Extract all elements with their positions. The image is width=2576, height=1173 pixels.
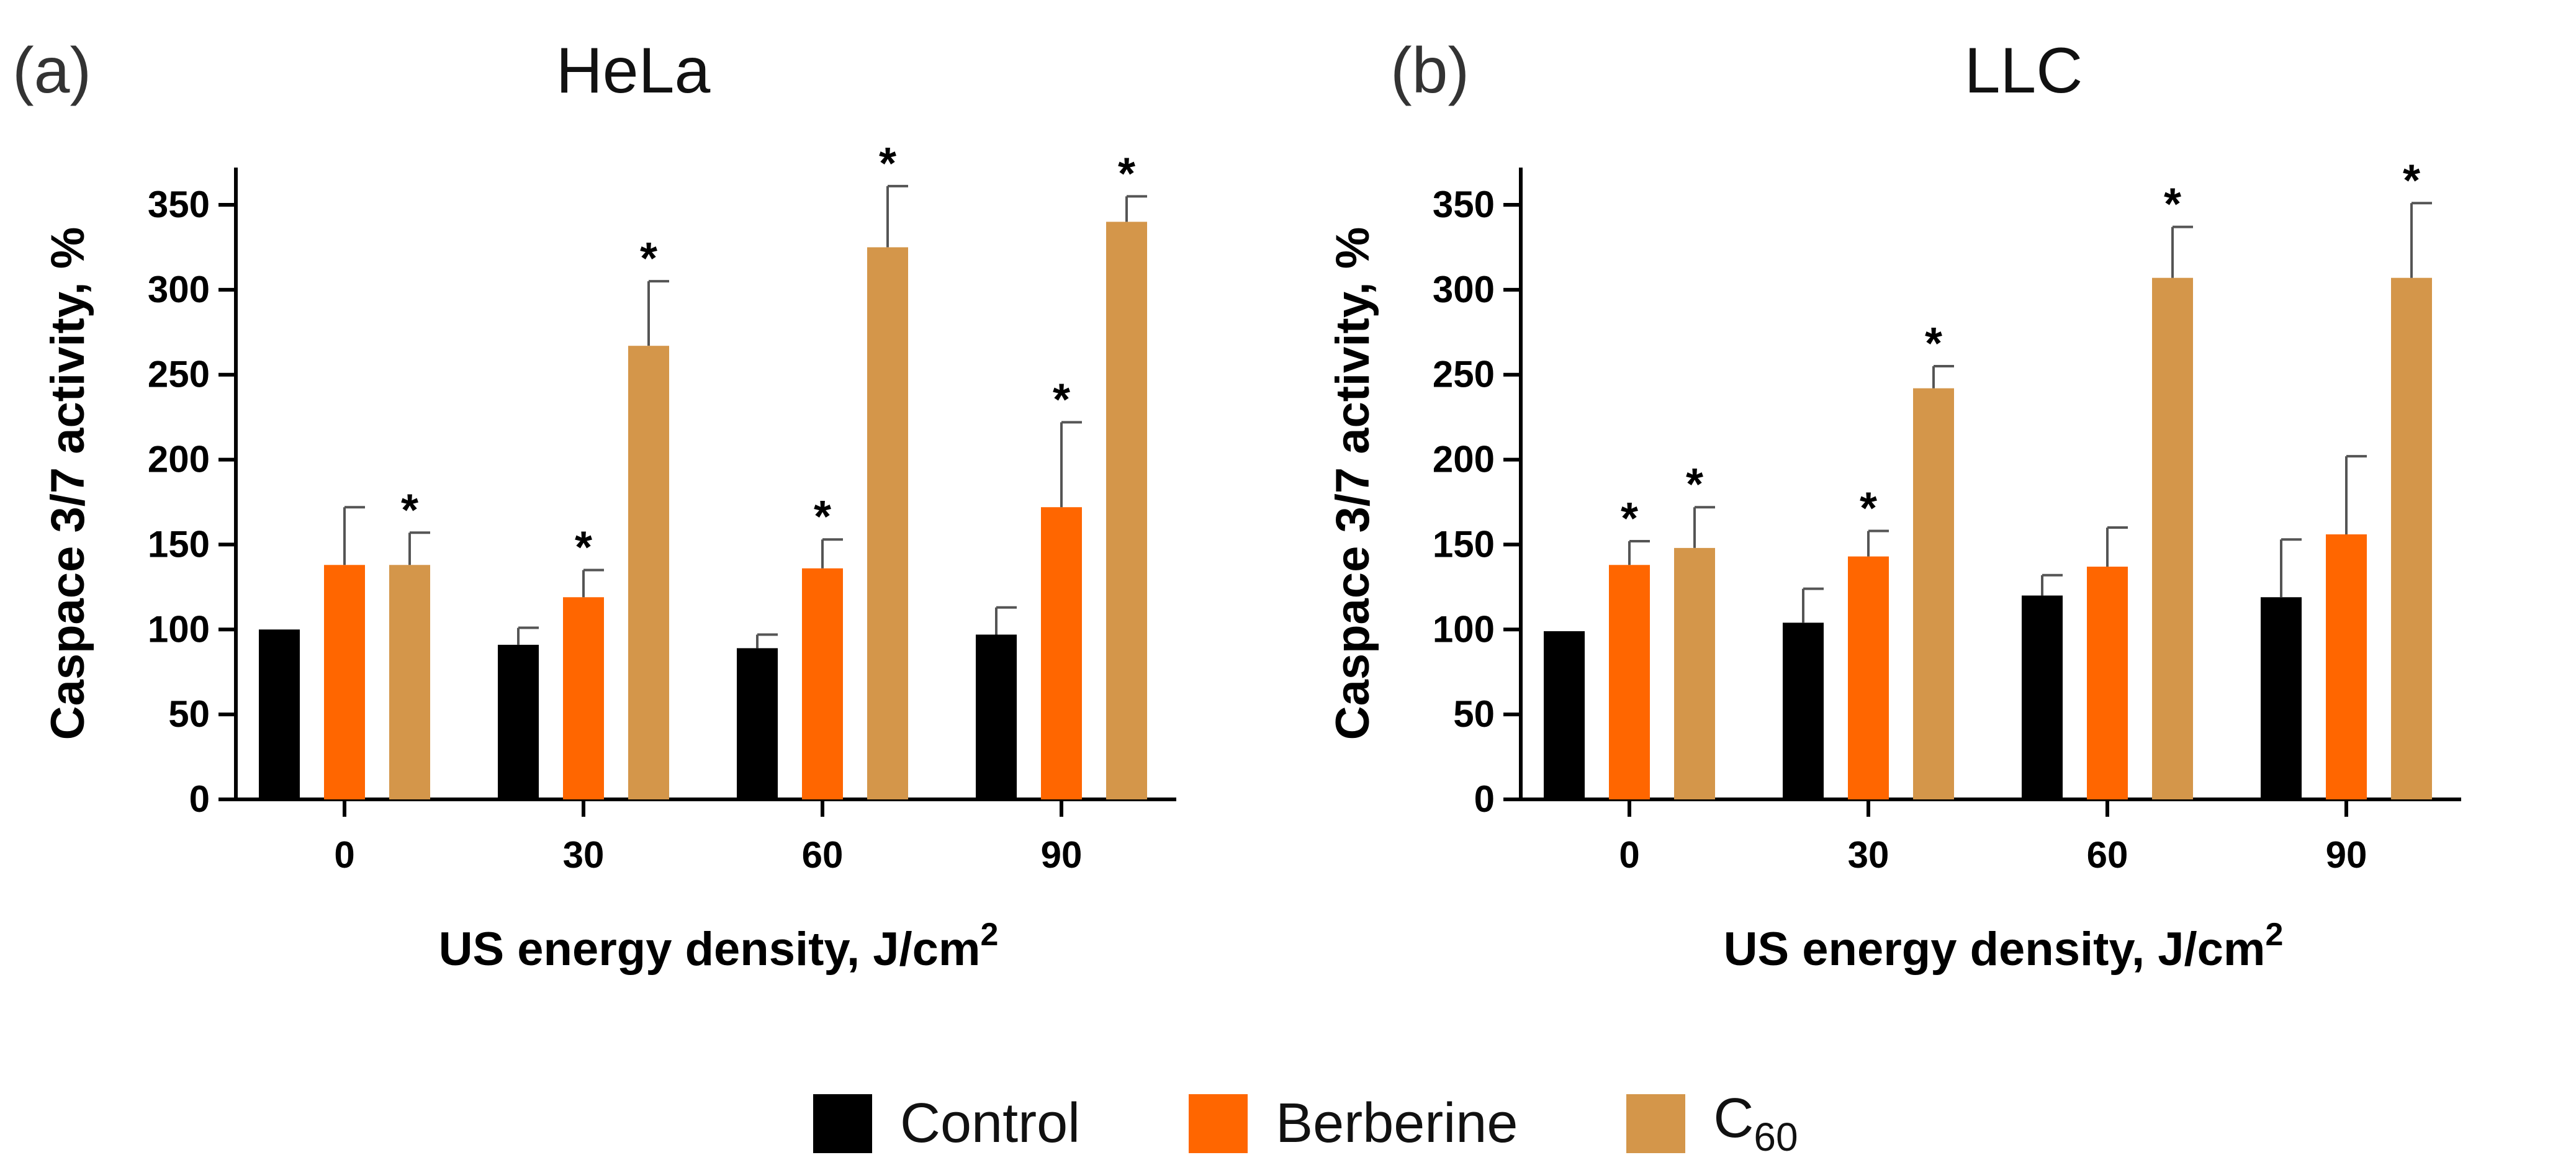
bar-berberine-60 (802, 568, 843, 799)
bar-berberine-30 (1848, 556, 1889, 799)
significance-berberine-90: * (1053, 375, 1070, 425)
legend-item-c60: C60 (1626, 1087, 1798, 1160)
significance-c60-30: * (1925, 319, 1942, 369)
bar-control-60 (2022, 595, 2063, 799)
significance-berberine-30: * (575, 523, 592, 572)
x-tick-label-0: 0 (334, 834, 354, 876)
significance-c60-60: * (879, 139, 896, 189)
x-tick-label-30: 30 (563, 834, 605, 876)
bar-c60-60 (867, 247, 908, 799)
significance-c60-30: * (640, 234, 657, 284)
bar-control-90 (976, 634, 1017, 799)
x-axis-label-main: US energy density, J/cm (439, 923, 981, 976)
x-tick-label-30: 30 (1848, 834, 1889, 876)
x-axis-label-superscript: 2 (2266, 917, 2284, 953)
x-axis-label-llc: US energy density, J/cm2 (1724, 917, 2284, 976)
bar-berberine-90 (1041, 507, 1082, 799)
y-tick-label-0: 0 (189, 778, 210, 820)
significance-berberine-60: * (814, 492, 831, 542)
x-tick-label-60: 60 (2087, 834, 2128, 876)
y-tick-label-350: 350 (148, 184, 210, 225)
y-tick-label-150: 150 (148, 523, 210, 565)
y-tick-label-300: 300 (148, 269, 210, 310)
y-tick-label-0: 0 (1474, 778, 1495, 820)
y-tick-label-200: 200 (1433, 439, 1495, 480)
bar-c60-30 (1913, 388, 1954, 799)
legend-swatch-control (813, 1094, 872, 1153)
legend-item-control: Control (813, 1092, 1080, 1156)
legend-label-c60-main: C (1713, 1087, 1754, 1149)
bar-c60-90 (2391, 277, 2432, 799)
chart-title-llc: LLC (1964, 35, 2083, 107)
bar-c60-60 (2152, 277, 2193, 799)
bar-berberine-0 (324, 565, 365, 799)
y-axis-label-llc: Caspace 3/7 activity, % (1326, 227, 1379, 740)
significance-c60-90: * (2403, 156, 2420, 205)
bar-control-30 (498, 644, 539, 799)
significance-c60-90: * (1118, 149, 1135, 199)
legend-label-c60-sub: 60 (1754, 1115, 1798, 1159)
legend: Control Berberine C60 (813, 1086, 1798, 1161)
legend-label-berberine: Berberine (1276, 1092, 1518, 1154)
bar-c60-0 (1674, 547, 1715, 799)
legend-label-control: Control (900, 1092, 1081, 1154)
legend-swatch-berberine (1189, 1094, 1248, 1153)
panel-label-a: (a) (12, 35, 92, 107)
significance-berberine-0: * (1621, 494, 1638, 544)
chart-hela: 0 50 100 150 200 250 300 350 0 30 60 90 * * * * * * * Caspa… (42, 139, 1176, 976)
y-tick-label-50: 50 (168, 693, 210, 735)
bar-control-30 (1783, 622, 1824, 799)
bar-berberine-30 (563, 597, 604, 799)
x-axis-label-main: US energy density, J/cm (1724, 923, 2266, 976)
significance-berberine-30: * (1860, 484, 1877, 534)
legend-swatch-c60 (1626, 1094, 1686, 1153)
significance-c60-60: * (2164, 180, 2181, 230)
y-tick-label-200: 200 (148, 439, 210, 480)
legend-label-c60: C60 (1713, 1087, 1798, 1160)
x-tick-label-60: 60 (802, 834, 844, 876)
bar-c60-90 (1106, 222, 1147, 799)
x-axis-label-superscript: 2 (981, 917, 999, 953)
y-tick-label-350: 350 (1433, 184, 1495, 225)
x-tick-label-0: 0 (1619, 834, 1639, 876)
panel-label-b: (b) (1390, 35, 1470, 107)
y-tick-label-300: 300 (1433, 269, 1495, 310)
x-tick-label-90: 90 (2326, 834, 2367, 876)
x-axis-label-hela: US energy density, J/cm2 (439, 917, 999, 976)
bar-control-0 (1544, 631, 1585, 799)
y-tick-label-100: 100 (1433, 608, 1495, 650)
chart-llc: 0 50 100 150 200 250 300 350 0 30 60 90 * * * * * * Caspac… (1326, 156, 2461, 976)
bar-control-90 (2261, 597, 2302, 799)
chart-title-hela: HeLa (556, 35, 711, 107)
legend-item-berberine: Berberine (1189, 1092, 1518, 1156)
x-tick-label-90: 90 (1041, 834, 1083, 876)
bar-c60-30 (628, 346, 669, 799)
y-tick-label-250: 250 (148, 354, 210, 395)
bar-berberine-60 (2087, 567, 2128, 799)
bar-berberine-90 (2326, 534, 2367, 799)
y-axis-label-hela: Caspace 3/7 activity, % (42, 227, 94, 740)
y-tick-label-250: 250 (1433, 354, 1495, 395)
y-tick-label-50: 50 (1453, 693, 1495, 735)
y-tick-label-100: 100 (148, 608, 210, 650)
significance-c60-0: * (1686, 460, 1703, 510)
bar-control-60 (737, 648, 778, 799)
bar-c60-0 (389, 565, 430, 799)
bar-control-0 (259, 629, 300, 799)
bar-berberine-0 (1609, 565, 1650, 799)
y-tick-label-150: 150 (1433, 523, 1495, 565)
significance-c60-0: * (401, 485, 418, 535)
